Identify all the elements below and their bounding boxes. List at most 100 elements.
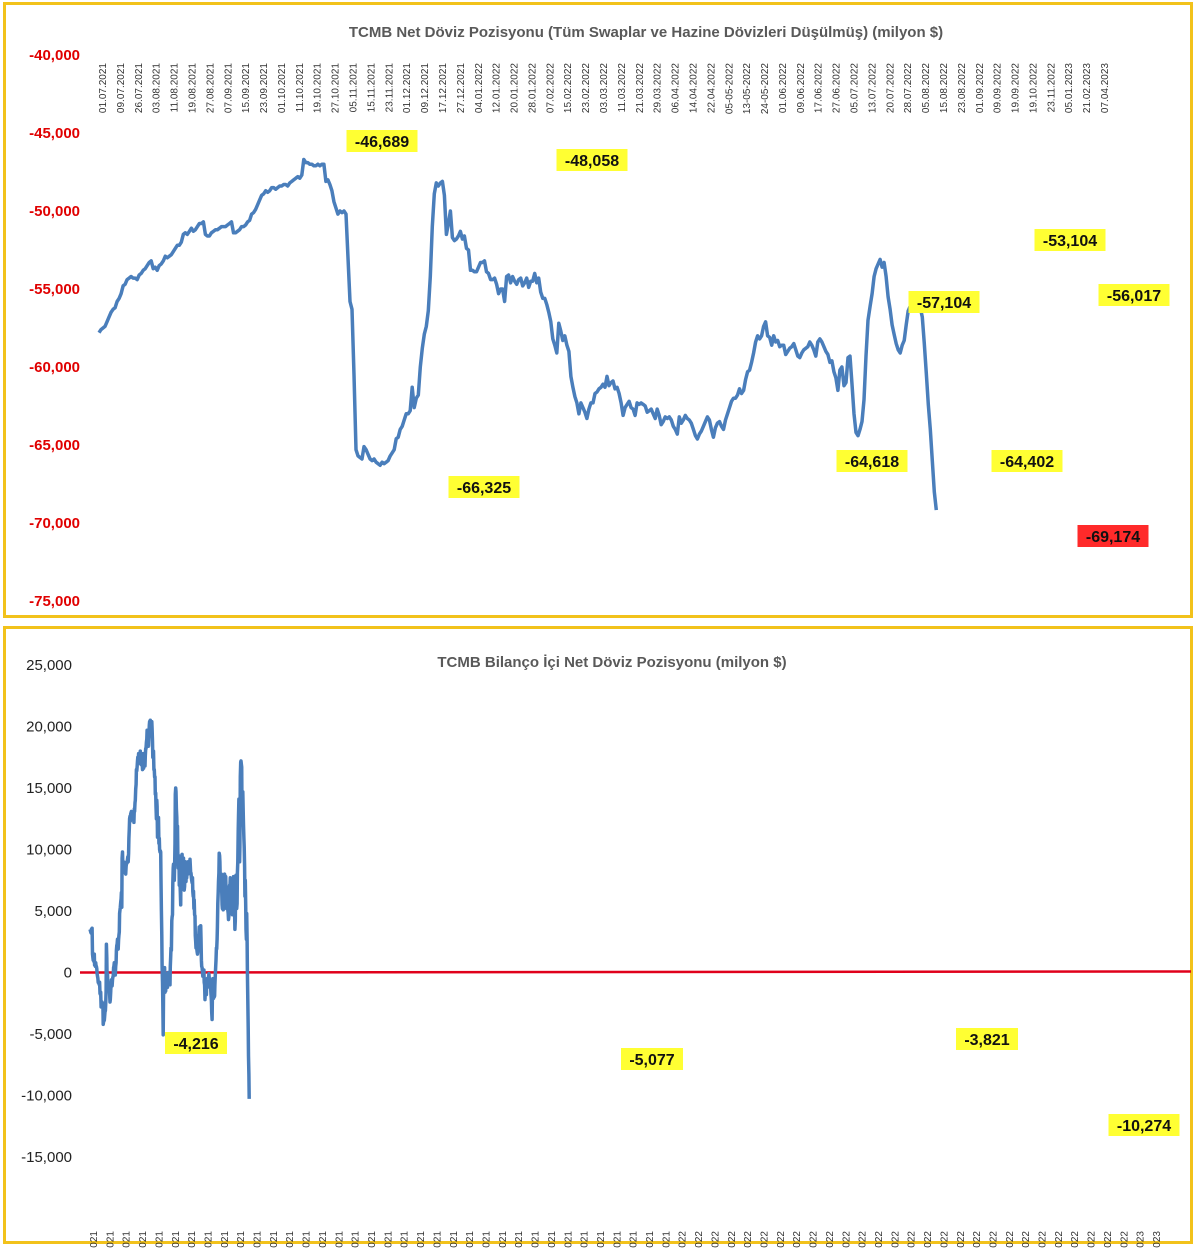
x-tick-label: 11.08.2021 (170, 63, 181, 113)
y-tick-label: 25,000 (26, 657, 72, 674)
x-tick-label: 12.08.2022 (1021, 1231, 1032, 1248)
x-tick-label: 08.06.2022 (923, 1231, 934, 1248)
x-tick-label: 27.08.2021 (205, 63, 216, 113)
x-tick-label: 19.08.2021 (187, 63, 198, 113)
annotation-label: -5,077 (629, 1052, 674, 1069)
x-tick-label: 14.07.2021 (400, 1231, 411, 1248)
x-tick-label: 07.07.2022 (972, 1231, 983, 1248)
x-tick-label: 01.12.2021 (402, 63, 413, 113)
x-tick-label: 27.12.2021 (456, 63, 467, 113)
x-tick-label: 03.05.2021 (285, 1231, 296, 1248)
x-tick-label: 24.02.2022 (760, 1231, 771, 1248)
x-tick-label: 19.10.2021 (547, 1231, 558, 1248)
y-tick-label: 0 (64, 965, 72, 982)
x-tick-label: 23.08.2022 (1038, 1231, 1049, 1248)
annotation-label: -69,174 (1086, 529, 1140, 546)
x-tick-label: 01.06.2022 (778, 63, 789, 113)
y-tick-label: -10,000 (21, 1088, 72, 1105)
x-tick-label: 01.10.2021 (277, 63, 288, 113)
x-tick-label: 03.03.2022 (599, 63, 610, 113)
chart-title-bottom: TCMB Bilanço İçi Net Döviz Pozisyonu (mi… (437, 654, 786, 671)
x-tick-label: 30.07.2021 (416, 1231, 427, 1248)
x-tick-label: 04.01.2021 (89, 1231, 100, 1248)
x-tick-label: 13.01.2021 (105, 1231, 116, 1248)
chart-panel-top: TCMB Net Döviz Pozisyonu (Tüm Swaplar ve… (3, 2, 1193, 618)
x-tick-label: 05.04.2022 (825, 1231, 836, 1248)
y-tick-label: -5,000 (29, 1026, 72, 1043)
x-tick-label: 09.07.2021 (116, 63, 127, 113)
x-tick-label: 27.10.2021 (331, 63, 342, 113)
x-tick-label: 09.09.2022 (993, 63, 1004, 113)
x-tick-label: 04.06.2021 (334, 1231, 345, 1248)
annotation-label-bg (836, 450, 908, 472)
x-tick-label: 15.02.2022 (563, 63, 574, 113)
x-tick-label: 04.02.2022 (727, 1231, 738, 1248)
x-tick-label: 28.12.2021 (661, 1231, 672, 1248)
annotation-label: -53,104 (1043, 233, 1097, 250)
x-tick-label: 15.11.2021 (366, 63, 377, 113)
y-tick-label: 15,000 (26, 780, 72, 797)
x-tick-label: 21.04.2021 (269, 1231, 280, 1248)
x-tick-label: 09.11.2021 (580, 1231, 591, 1248)
x-tick-label: 17.06.2022 (939, 1231, 950, 1248)
x-tick-label: 08.10.2021 (531, 1231, 542, 1248)
x-tick-label: 05.11.2021 (349, 63, 360, 113)
x-tick-label: 06.01.2022 (678, 1231, 689, 1248)
x-tick-label: 28.07.2022 (903, 63, 914, 113)
x-tick-label: 10.08.2021 (432, 1231, 443, 1248)
annotation-label-bg (621, 1048, 683, 1070)
x-tick-label: 23.11.2022 (1046, 63, 1057, 113)
x-tick-label: 15.02.2022 (743, 1231, 754, 1248)
y-tick-label: -70,000 (29, 515, 80, 532)
x-tick-label: 28.10.2021 (563, 1231, 574, 1248)
x-tick-label: 20.09.2021 (498, 1231, 509, 1248)
y-tick-label: -45,000 (29, 125, 80, 142)
x-tick-label: 20.01.2022 (510, 63, 521, 113)
x-tick-label: 01.09.2022 (975, 63, 986, 113)
series-line (88, 718, 251, 1099)
y-tick-label: 10,000 (26, 842, 72, 859)
x-tick-label: 09.09.2021 (481, 1231, 492, 1248)
x-tick-label: 30.05.2022 (907, 1231, 918, 1248)
x-tick-label: 23.11.2021 (384, 63, 395, 113)
x-tick-label: 11.10.2021 (295, 63, 306, 113)
x-tick-label: 28.06.2022 (956, 1231, 967, 1248)
x-tick-label: 12.03.2021 (203, 1231, 214, 1248)
x-tick-label: 25.07.2022 (988, 1231, 999, 1248)
x-tick-label: 24.06.2021 (367, 1231, 378, 1248)
y-tick-label: 5,000 (34, 903, 72, 920)
x-tick-label: 25.04.2022 (858, 1231, 869, 1248)
x-tick-label: 13-05-2022 (742, 63, 753, 115)
x-tick-label: 19.09.2022 (1011, 63, 1022, 113)
annotation-label: -64,618 (845, 454, 899, 471)
x-tick-label: 15.08.2022 (939, 63, 950, 113)
y-tick-label: -60,000 (29, 359, 80, 376)
annotation-label-bg (556, 149, 628, 171)
x-tick-label: 29.11.2021 (612, 1231, 623, 1248)
x-tick-label: 26.07.2021 (134, 63, 145, 113)
x-tick-label: 04.01.2022 (474, 63, 485, 113)
x-tick-label: 06.04.2022 (671, 63, 682, 113)
annotation-label: -66,325 (457, 480, 511, 497)
x-tick-label: 30.12.2022 (1119, 1231, 1130, 1248)
zero-reference-line (79, 970, 1192, 974)
x-tick-label: 18.11.2021 (596, 1231, 607, 1248)
x-tick-label: 01.04.2021 (236, 1231, 247, 1248)
x-tick-label: 09.11.2022 (1103, 1231, 1114, 1248)
y-tick-label: -40,000 (29, 47, 80, 64)
x-tick-label: 23.02.2022 (581, 63, 592, 113)
series-line (97, 157, 939, 511)
chart-top-svg: TCMB Net Döviz Pozisyonu (Tüm Swaplar ve… (29, 24, 1170, 610)
y-tick-label: -15,000 (21, 1149, 72, 1166)
x-tick-label: 05.08.2022 (921, 63, 932, 113)
x-tick-label: 24-05-2022 (760, 63, 771, 115)
annotation-label-bg (991, 450, 1063, 472)
x-tick-label: 07.02.2022 (545, 63, 556, 113)
x-tick-label: 05-05-2022 (724, 63, 735, 115)
x-tick-label: 03.03.2021 (187, 1231, 198, 1248)
x-tick-label: 05.07.2022 (850, 63, 861, 113)
annotation-label: -64,402 (1000, 454, 1054, 471)
x-tick-label: 07.04.2023 (1100, 63, 1111, 113)
annotation-label-bg (1034, 229, 1106, 251)
x-tick-label: 29.03.2022 (653, 63, 664, 113)
